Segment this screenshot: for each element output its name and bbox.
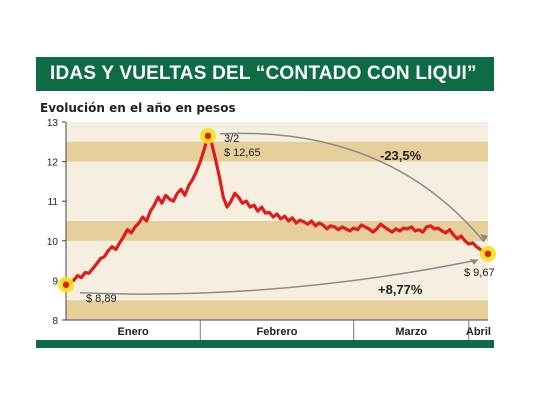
start-to-end-arrow [79,259,479,295]
y-tick-label: 8 [52,316,58,327]
title-bar: IDAS Y VUELTAS DEL “CONTADO CON LIQUI” [36,57,494,91]
series-layer [58,127,496,293]
peak-to-end-arrow [219,132,485,243]
change-arrows [79,132,488,295]
annotation-layer: $ 8,89 3/2 $ 12,65 $ 9,67 -23,5% +8,77% [86,133,495,305]
x-axis: Enero Febrero Marzo Abril [66,319,491,343]
chart-subtitle: Evolución en el año en pesos [40,101,236,115]
peak-date-label: 3/2 [224,133,239,145]
background-band [66,141,488,162]
background-band [66,260,488,281]
chart-title: IDAS Y VUELTAS DEL “CONTADO CON LIQUI” [50,63,477,84]
arrow-head [470,258,478,265]
background-band [66,181,488,202]
month-label: Enero [118,326,149,338]
peak-marker-dot [204,132,212,140]
end-marker-dot [484,250,492,258]
end-value-label: $ 9,67 [464,267,495,279]
peak-value-label: $ 12,65 [224,147,261,159]
arrow-head [480,233,488,242]
peak-change-label: -23,5% [380,148,422,163]
bottom-rule [36,340,494,348]
start-change-label: +8,77% [378,282,423,297]
series-line [65,134,489,287]
y-tick-label: 13 [47,118,59,129]
start-marker-dot [62,281,70,288]
y-tick-label: 11 [48,197,59,208]
y-tick-label: 9 [52,276,58,287]
y-axis: 8 9 10 11 12 13 [47,118,67,327]
month-label: Abril [466,326,491,338]
y-tick-label: 12 [47,158,59,169]
month-label: Marzo [395,326,427,338]
background-bands [66,122,488,320]
y-tick-label: 10 [47,237,59,248]
start-value-label: $ 8,89 [86,293,117,305]
background-band [66,300,488,320]
month-label: Febrero [257,326,298,338]
